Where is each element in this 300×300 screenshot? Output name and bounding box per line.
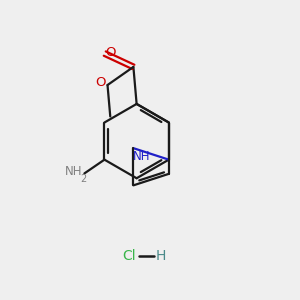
Text: NH: NH xyxy=(133,150,151,163)
Text: Cl: Cl xyxy=(122,248,136,262)
Text: NH: NH xyxy=(65,164,83,178)
Text: 2: 2 xyxy=(81,174,87,184)
Text: O: O xyxy=(105,46,116,59)
Text: O: O xyxy=(96,76,106,89)
Text: H: H xyxy=(155,248,166,262)
